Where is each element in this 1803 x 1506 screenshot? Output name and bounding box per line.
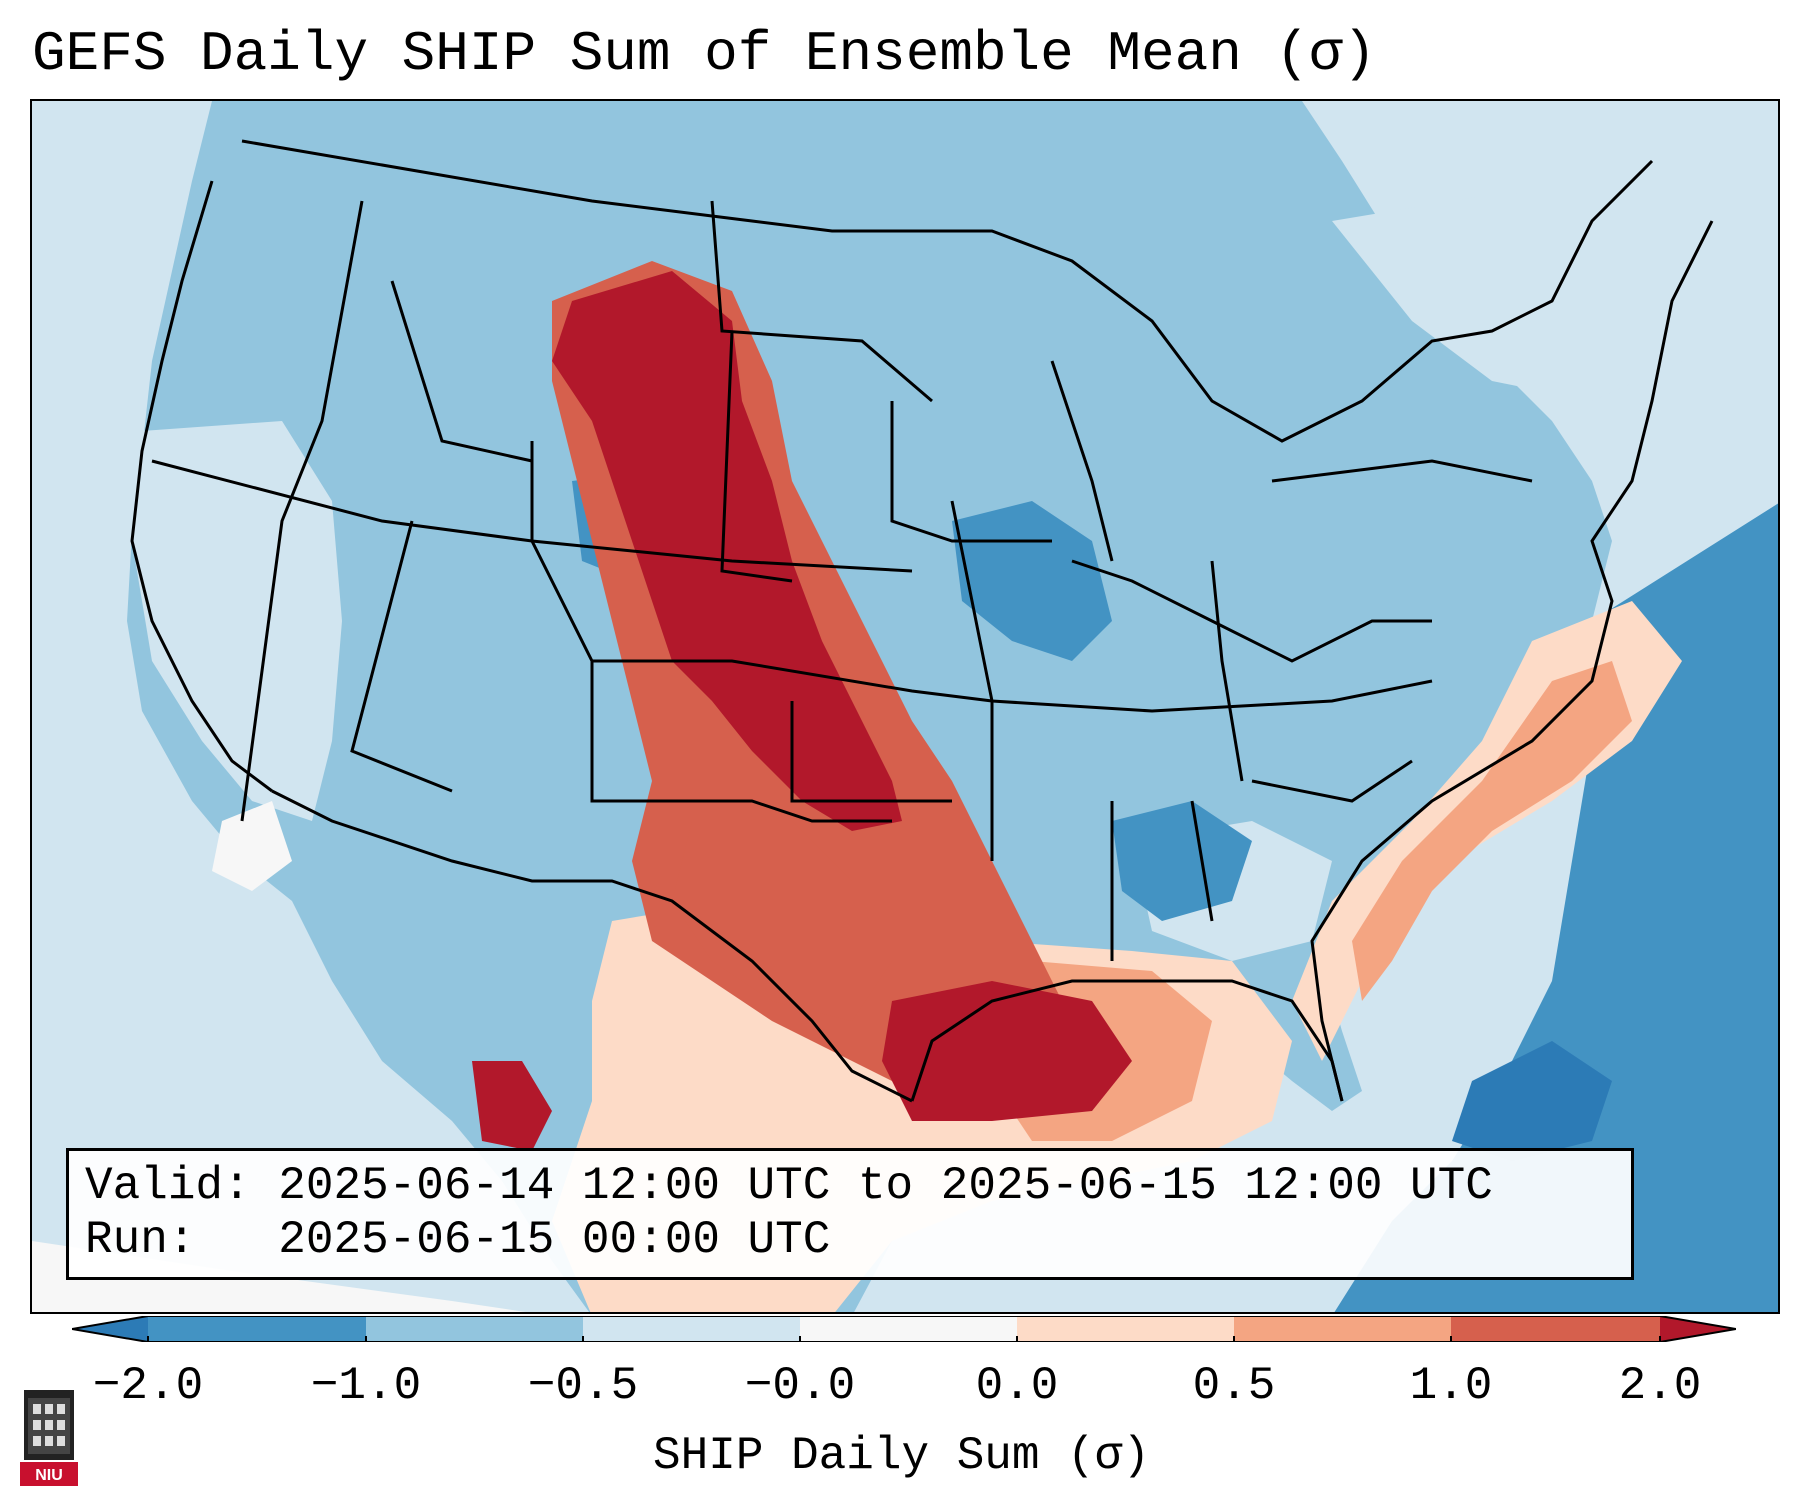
run-time: 2025-06-15 00:00 UTC — [278, 1214, 831, 1266]
colorbar-tick-label: −2.0 — [92, 1360, 204, 1412]
west-coast — [130, 180, 273, 793]
map-panel — [30, 99, 1780, 1314]
strong-positive-plains — [552, 271, 902, 831]
valid-time-range: 2025-06-14 12:00 UTC to 2025-06-15 12:00… — [278, 1160, 1493, 1212]
atlantic-coast — [1310, 220, 1714, 1102]
near-zero-pacific — [212, 801, 292, 891]
colorbar-segment-1 — [148, 1316, 366, 1342]
strong-negative-atlantic — [1334, 503, 1778, 1312]
state-line-14 — [1190, 800, 1214, 922]
state-line-4 — [530, 441, 993, 703]
state-line-16 — [1271, 459, 1533, 483]
colorbar-extend-min — [72, 1316, 148, 1342]
moderate-positive-texas — [672, 821, 892, 1021]
colorbar-segment-7 — [1451, 1316, 1660, 1342]
colorbar — [72, 1316, 1736, 1342]
state-line-10 — [790, 701, 952, 803]
colorbar-tick-label: −1.0 — [310, 1360, 422, 1412]
state-line-15 — [1210, 560, 1244, 782]
boundaries — [130, 139, 1714, 1103]
colorbar-tick-label: −0.5 — [527, 1360, 639, 1412]
state-line-8 — [720, 330, 793, 583]
state-line-18 — [1050, 360, 1114, 562]
negative-southeast — [1112, 801, 1252, 921]
state-line-3 — [390, 280, 533, 463]
positive-atlantic-coast — [1352, 661, 1632, 1001]
strongest-negative-atlantic — [1452, 1041, 1612, 1161]
near-zero-bottom-left — [32, 1241, 526, 1312]
colorbar-tick-label: 0.5 — [1192, 1360, 1276, 1412]
valid-run-info-box: Valid: 2025-06-14 12:00 UTC to 2025-06-1… — [66, 1148, 1634, 1280]
colorbar-segment-4 — [800, 1316, 1017, 1342]
logo-badge — [20, 1462, 78, 1486]
run-label: Run: — [85, 1214, 196, 1266]
strong-positive-mexico — [472, 1061, 552, 1151]
colorbar-ticks — [147, 1336, 1661, 1342]
ship-anomaly-map — [32, 101, 1778, 1312]
state-line-11 — [991, 679, 1433, 713]
niu-logo-icon: NIU — [20, 1390, 78, 1486]
colorbar-segment-5 — [1017, 1316, 1234, 1342]
state-line-6 — [590, 661, 892, 823]
state-line-7 — [710, 200, 933, 403]
logo-text: NIU — [35, 1467, 63, 1484]
weak-anomaly-west — [132, 421, 342, 821]
gulf-coast — [910, 979, 1344, 1102]
colorbar-segment-3 — [583, 1316, 800, 1342]
colorbar-segment-6 — [1234, 1316, 1451, 1342]
state-line-5 — [350, 520, 453, 793]
state-line-1 — [240, 200, 364, 822]
weak-anomaly-northeast — [1332, 191, 1682, 401]
colorbar-tick-label: 1.0 — [1409, 1360, 1493, 1412]
colorbar-label: SHIP Daily Sum (σ) — [653, 1430, 1150, 1482]
state-line-19 — [1251, 759, 1413, 803]
valid-label: Valid: — [85, 1160, 251, 1212]
us-canada-border — [241, 139, 1654, 443]
colorbar-extend-max — [1660, 1316, 1736, 1342]
state-line-12 — [1071, 559, 1432, 663]
state-line-17 — [890, 401, 1052, 543]
us-mexico-border — [271, 789, 913, 1103]
state-line-9 — [950, 500, 994, 861]
colorbar-tick-label: 0.0 — [975, 1360, 1059, 1412]
colorbar-tick-label: −0.0 — [744, 1360, 856, 1412]
map-title: GEFS Daily SHIP Sum of Ensemble Mean (σ) — [32, 22, 1377, 86]
colorbar-segment-2 — [366, 1316, 583, 1342]
strong-positive-texas-coast — [882, 981, 1132, 1121]
colorbar-tick-label: 2.0 — [1618, 1360, 1702, 1412]
